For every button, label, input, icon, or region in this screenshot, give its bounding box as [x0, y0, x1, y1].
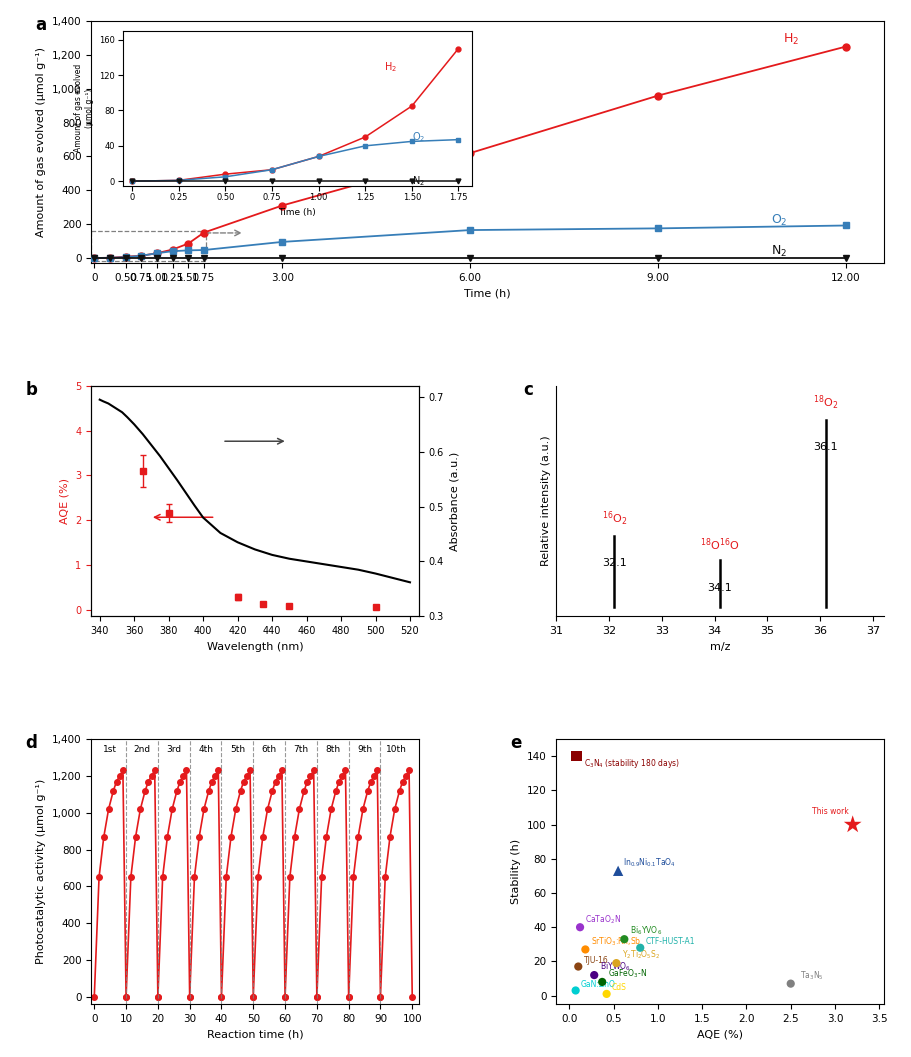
- Point: [573, 919, 588, 935]
- Text: 1st: 1st: [103, 745, 118, 754]
- Text: 10th: 10th: [386, 745, 407, 754]
- Text: $^{16}$O$_2$: $^{16}$O$_2$: [601, 509, 627, 528]
- Point: [609, 954, 624, 971]
- Text: $^{18}$O$^{16}$O: $^{18}$O$^{16}$O: [701, 536, 740, 553]
- Text: Bi$_6$YVO$_6$: Bi$_6$YVO$_6$: [630, 925, 661, 938]
- Text: $^{18}$O$_2$: $^{18}$O$_2$: [813, 394, 838, 412]
- X-axis label: AQE (%): AQE (%): [697, 1030, 742, 1039]
- Point: [578, 941, 593, 958]
- Y-axis label: AQE (%): AQE (%): [59, 478, 69, 524]
- Point: [783, 976, 798, 993]
- Text: This work: This work: [812, 808, 848, 816]
- Text: BiYWO$_6$: BiYWO$_6$: [599, 961, 630, 973]
- X-axis label: m/z: m/z: [710, 642, 730, 651]
- Point: [617, 931, 631, 948]
- Text: 4th: 4th: [198, 745, 213, 754]
- Text: GaN:ZnO: GaN:ZnO: [581, 980, 616, 988]
- Text: 32.1: 32.1: [602, 558, 627, 569]
- Text: 3rd: 3rd: [166, 745, 181, 754]
- X-axis label: Wavelength (nm): Wavelength (nm): [207, 642, 303, 651]
- Point: [595, 973, 609, 990]
- Text: In$_{0.9}$Ni$_{0.1}$TaO$_4$: In$_{0.9}$Ni$_{0.1}$TaO$_4$: [623, 856, 677, 869]
- Text: TJU-16: TJU-16: [584, 956, 609, 965]
- Point: [845, 816, 860, 833]
- Text: O$_2$: O$_2$: [771, 214, 787, 228]
- Text: CaTaO$_2$N: CaTaO$_2$N: [586, 913, 621, 926]
- Text: e: e: [510, 734, 522, 752]
- Text: CdS: CdS: [612, 983, 627, 993]
- Text: 9th: 9th: [357, 745, 372, 754]
- Text: GaFeO$_3$-N: GaFeO$_3$-N: [608, 968, 647, 980]
- Point: [611, 863, 626, 879]
- Point: [568, 982, 583, 999]
- Text: 34.1: 34.1: [708, 582, 732, 593]
- Point: [587, 967, 601, 984]
- Text: Ta$_3$N$_5$: Ta$_3$N$_5$: [800, 969, 824, 982]
- Y-axis label: Absorbance (a.u.): Absorbance (a.u.): [449, 451, 459, 551]
- Text: c: c: [524, 382, 533, 400]
- Text: 5th: 5th: [230, 745, 245, 754]
- Point: [571, 958, 586, 975]
- Text: 6th: 6th: [261, 745, 277, 754]
- Text: 7th: 7th: [293, 745, 309, 754]
- Y-axis label: Amount of gas evolved (μmol g⁻¹): Amount of gas evolved (μmol g⁻¹): [36, 48, 46, 237]
- Text: Y$_2$Ti$_2$O$_5$S$_2$: Y$_2$Ti$_2$O$_5$S$_2$: [621, 949, 660, 962]
- Text: 2nd: 2nd: [133, 745, 150, 754]
- Text: H$_2$: H$_2$: [783, 32, 800, 48]
- Text: N$_2$: N$_2$: [771, 243, 787, 259]
- Point: [569, 748, 584, 765]
- Text: C$_3$N$_4$ (stability 180 days): C$_3$N$_4$ (stability 180 days): [584, 757, 680, 769]
- Point: [633, 940, 648, 957]
- Text: a: a: [36, 16, 46, 34]
- Text: 36.1: 36.1: [814, 442, 838, 452]
- X-axis label: Time (h): Time (h): [464, 289, 511, 298]
- Y-axis label: Stability (h): Stability (h): [511, 839, 521, 904]
- Text: 8th: 8th: [325, 745, 341, 754]
- Text: CTF-HUST-A1: CTF-HUST-A1: [646, 938, 695, 946]
- Text: SrTiO$_3$:Rh,Sb: SrTiO$_3$:Rh,Sb: [590, 935, 641, 948]
- Text: b: b: [26, 382, 37, 400]
- Text: d: d: [26, 734, 37, 752]
- Y-axis label: Relative intensity (a.u.): Relative intensity (a.u.): [540, 435, 550, 567]
- Point: [599, 985, 614, 1002]
- X-axis label: Reaction time (h): Reaction time (h): [207, 1030, 303, 1039]
- Y-axis label: Photocatalytic activity (μmol g⁻¹): Photocatalytic activity (μmol g⁻¹): [36, 779, 46, 964]
